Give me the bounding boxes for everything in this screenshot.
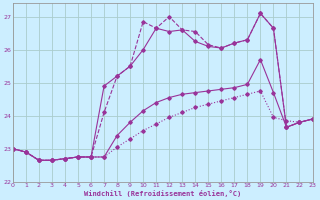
X-axis label: Windchill (Refroidissement éolien,°C): Windchill (Refroidissement éolien,°C): [84, 190, 241, 197]
